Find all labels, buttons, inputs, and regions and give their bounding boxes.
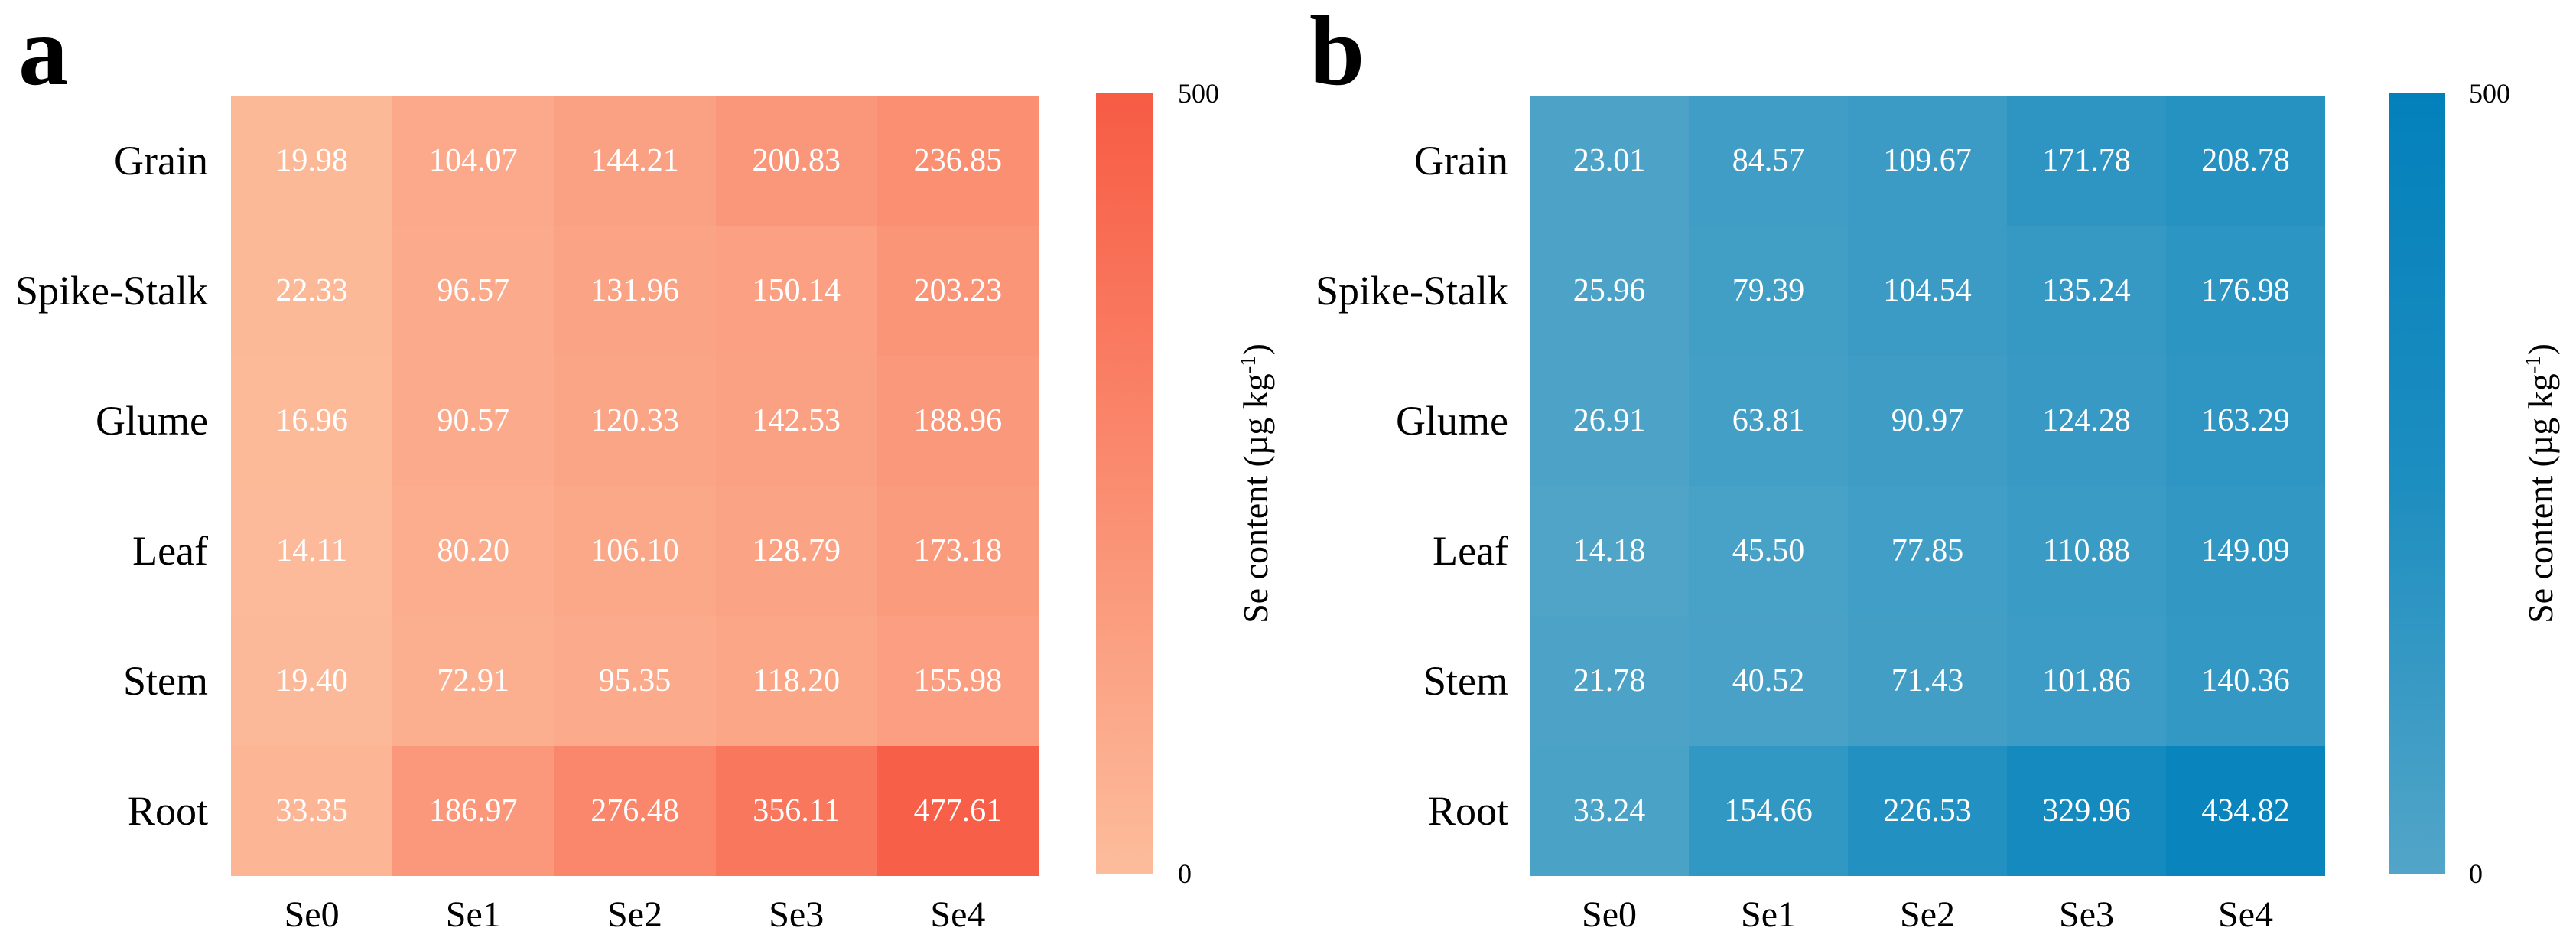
heatmap-cell: 171.78 bbox=[2007, 96, 2166, 226]
heatmap-cell: 45.50 bbox=[1689, 486, 1848, 616]
col-label: Se1 bbox=[445, 894, 501, 935]
panel-b-colorbar-min-tick: 0 bbox=[2469, 858, 2483, 889]
heatmap-cell: 33.35 bbox=[231, 746, 393, 876]
row-label: Root bbox=[127, 788, 208, 834]
heatmap-cell: 33.24 bbox=[1530, 746, 1689, 876]
heatmap-cell: 110.88 bbox=[2007, 486, 2166, 616]
heatmap-cell: 104.54 bbox=[1848, 226, 2007, 356]
heatmap-cell: 118.20 bbox=[715, 616, 877, 746]
row-label: Stem bbox=[1423, 658, 1508, 704]
col-label: Se0 bbox=[284, 894, 340, 935]
heatmap-cell: 356.11 bbox=[715, 746, 877, 876]
heatmap-cell: 21.78 bbox=[1530, 616, 1689, 746]
panel-a-letter: a bbox=[18, 0, 68, 106]
heatmap-cell: 63.81 bbox=[1689, 356, 1848, 486]
heatmap-cell: 154.66 bbox=[1689, 746, 1848, 876]
heatmap-cell: 131.96 bbox=[554, 226, 716, 356]
heatmap-cell: 329.96 bbox=[2007, 746, 2166, 876]
row-label: Leaf bbox=[1433, 528, 1508, 574]
heatmap-cell: 176.98 bbox=[2166, 226, 2325, 356]
heatmap-cell: 135.24 bbox=[2007, 226, 2166, 356]
heatmap-cell: 434.82 bbox=[2166, 746, 2325, 876]
row-label: Glume bbox=[1396, 398, 1508, 444]
col-label: Se1 bbox=[1741, 894, 1796, 935]
panel-a-colorbar-max-tick: 500 bbox=[1178, 78, 1219, 109]
row-label: Grain bbox=[1414, 138, 1508, 184]
row-label: Root bbox=[1427, 788, 1508, 834]
heatmap-cell: 79.39 bbox=[1689, 226, 1848, 356]
panel-a-colorbar-axis-label: Se content (µg kg-1) bbox=[1236, 344, 1276, 624]
col-label: Se2 bbox=[607, 894, 662, 935]
heatmap-cell: 163.29 bbox=[2166, 356, 2325, 486]
heatmap-cell: 208.78 bbox=[2166, 96, 2325, 226]
heatmap-cell: 149.09 bbox=[2166, 486, 2325, 616]
heatmap-cell: 26.91 bbox=[1530, 356, 1689, 486]
heatmap-cell: 23.01 bbox=[1530, 96, 1689, 226]
heatmap-cell: 14.11 bbox=[231, 486, 393, 616]
col-label: Se4 bbox=[2218, 894, 2273, 935]
heatmap-cell: 188.96 bbox=[877, 356, 1039, 486]
heatmap-cell: 14.18 bbox=[1530, 486, 1689, 616]
heatmap-cell: 77.85 bbox=[1848, 486, 2007, 616]
heatmap-cell: 90.57 bbox=[392, 356, 555, 486]
heatmap-cell: 226.53 bbox=[1848, 746, 2007, 876]
heatmap-cell: 276.48 bbox=[554, 746, 716, 876]
heatmap-cell: 95.35 bbox=[554, 616, 716, 746]
heatmap-cell: 25.96 bbox=[1530, 226, 1689, 356]
heatmap-cell: 80.20 bbox=[392, 486, 555, 616]
heatmap-cell: 144.21 bbox=[554, 96, 716, 226]
heatmap-cell: 16.96 bbox=[231, 356, 393, 486]
colorbar-label-close: ) bbox=[2521, 344, 2561, 356]
row-label: Glume bbox=[96, 398, 208, 444]
heatmap-cell: 19.98 bbox=[231, 96, 393, 226]
panel-b-colorbar-axis-label: Se content (µg kg-1) bbox=[2521, 344, 2561, 624]
colorbar-label-close: ) bbox=[1236, 344, 1276, 356]
heatmap-cell: 22.33 bbox=[231, 226, 393, 356]
heatmap-cell: 155.98 bbox=[877, 616, 1039, 746]
panel-a-colorbar-min-tick: 0 bbox=[1178, 858, 1192, 889]
heatmap-cell: 203.23 bbox=[877, 226, 1039, 356]
col-label: Se4 bbox=[930, 894, 986, 935]
heatmap-cell: 186.97 bbox=[392, 746, 555, 876]
heatmap-cell: 109.67 bbox=[1848, 96, 2007, 226]
col-label: Se3 bbox=[2059, 894, 2114, 935]
col-label: Se3 bbox=[769, 894, 825, 935]
row-label: Spike-Stalk bbox=[15, 268, 208, 314]
colorbar-label-superscript: -1 bbox=[2521, 355, 2545, 374]
heatmap-cell: 140.36 bbox=[2166, 616, 2325, 746]
heatmap-cell: 104.07 bbox=[392, 96, 555, 226]
heatmap-cell: 236.85 bbox=[877, 96, 1039, 226]
col-label: Se0 bbox=[1582, 894, 1637, 935]
heatmap-cell: 90.97 bbox=[1848, 356, 2007, 486]
heatmap-cell: 84.57 bbox=[1689, 96, 1848, 226]
heatmap-cell: 173.18 bbox=[877, 486, 1039, 616]
heatmap-cell: 106.10 bbox=[554, 486, 716, 616]
heatmap-cell: 200.83 bbox=[715, 96, 877, 226]
heatmap-cell: 142.53 bbox=[715, 356, 877, 486]
panel-b-letter: b bbox=[1309, 0, 1365, 106]
colorbar-label-superscript: -1 bbox=[1236, 355, 1260, 374]
row-label: Spike-Stalk bbox=[1316, 268, 1508, 314]
heatmap-cell: 124.28 bbox=[2007, 356, 2166, 486]
heatmap-cell: 120.33 bbox=[554, 356, 716, 486]
heatmap-cell: 96.57 bbox=[392, 226, 555, 356]
row-label: Stem bbox=[122, 658, 208, 704]
colorbar-label-text: Se content (µg kg bbox=[2521, 373, 2561, 624]
heatmap-cell: 71.43 bbox=[1848, 616, 2007, 746]
heatmap-cell: 40.52 bbox=[1689, 616, 1848, 746]
col-label: Se2 bbox=[1900, 894, 1955, 935]
heatmap-cell: 477.61 bbox=[877, 746, 1039, 876]
row-label: Leaf bbox=[132, 528, 208, 574]
heatmap-cell: 72.91 bbox=[392, 616, 555, 746]
heatmap-cell: 128.79 bbox=[715, 486, 877, 616]
heatmap-cell: 150.14 bbox=[715, 226, 877, 356]
heatmap-cell: 101.86 bbox=[2007, 616, 2166, 746]
row-label: Grain bbox=[114, 138, 208, 184]
heatmap-cell: 19.40 bbox=[231, 616, 393, 746]
panel-a-colorbar bbox=[1096, 93, 1153, 874]
panel-b-colorbar bbox=[2389, 93, 2445, 874]
panel-b-colorbar-max-tick: 500 bbox=[2469, 78, 2510, 109]
